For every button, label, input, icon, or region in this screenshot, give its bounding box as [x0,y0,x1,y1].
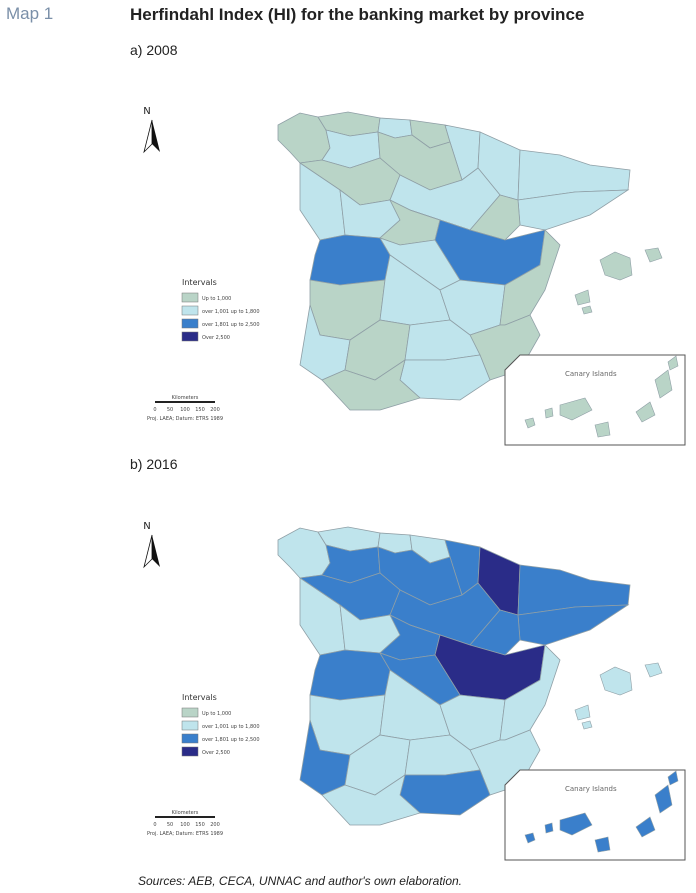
scale-bar-tick: 0 [153,822,156,828]
legend-title: Intervals [182,693,217,702]
north-arrow-icon-half [143,119,153,154]
region-canary-6 [667,355,679,371]
region-canary-3 [594,421,611,438]
region-balearic-1 [644,247,663,263]
region-balearic-2 [574,289,591,306]
region-balearic-3 [581,720,593,730]
sources-note: Sources: AEB, CECA, UNNAC and author's o… [138,874,462,888]
region-balearic-0 [599,666,633,696]
region-balearic-1 [644,662,663,678]
north-arrow-icon [152,535,160,567]
region-canary-4 [635,401,656,423]
region-balearic-3 [581,305,593,315]
scale-bar-tick: 100 [180,407,190,413]
legend-item-label: Over 2,500 [202,335,230,341]
region-caceres [309,649,391,701]
scale-bar-tick: 200 [210,407,220,413]
legend-swatch [181,733,199,744]
region-balearic-2 [574,704,591,721]
map-panel-2016: Canary Islands N Intervals Up to 1,000 over … [143,521,686,861]
legend-swatch [181,305,199,316]
legend-item-label: Over 2,500 [202,750,230,756]
legend-swatch [181,318,199,329]
legend-item-label: over 1,001 up to 1,800 [202,724,260,730]
scale-bar-tick: 50 [167,407,173,413]
legend-swatch [181,707,199,718]
region-canary-1 [544,407,554,419]
map-panel-2008: Canary Islands N Intervals Up to 1,000 over … [143,106,686,446]
scale-bar-tick: 150 [195,822,205,828]
legend-item-label: over 1,801 up to 2,500 [202,322,260,328]
legend-item-label: Up to 1,000 [202,296,231,302]
legend-item-label: Up to 1,000 [202,711,231,717]
north-arrow-icon [152,120,160,152]
region-canary-3 [594,836,611,853]
legend-title: Intervals [182,278,217,287]
projection-note: Proj. LAEA; Datum: ETRS 1989 [147,831,223,837]
legend-swatch [181,720,199,731]
region-cadiz_malaga [321,774,421,826]
scale-bar-tick: 200 [210,822,220,828]
region-canary-2 [559,397,593,421]
legend-swatch [181,292,199,303]
region-canary-0 [524,832,536,844]
scale-bar-tick: 0 [153,407,156,413]
projection-note: Proj. LAEA; Datum: ETRS 1989 [147,416,223,422]
region-canary-6 [667,770,679,786]
region-canary-0 [524,417,536,429]
region-canary-5 [654,784,673,814]
panel-label-2008: a) 2008 [130,42,178,58]
region-canary-2 [559,812,593,836]
north-arrow-icon-half [143,534,153,569]
canary-inset-label: Canary Islands [565,785,617,793]
canary-inset-frame [504,354,686,446]
canary-inset-frame [504,769,686,861]
region-balearic-0 [599,251,633,281]
scale-bar-unit: Kilometers [172,395,199,401]
map-title: Herfindahl Index (HI) for the banking ma… [130,5,585,24]
scale-bar-tick: 50 [167,822,173,828]
region-caceres [309,234,391,286]
region-canary-4 [635,816,656,838]
legend-swatch [181,331,199,342]
panel-label-2016: b) 2016 [130,456,178,472]
map-number-label: Map 1 [6,4,54,23]
north-arrow-letter: N [143,106,150,117]
legend-item-label: over 1,001 up to 1,800 [202,309,260,315]
scale-bar-unit: Kilometers [172,810,199,816]
legend-item-label: over 1,801 up to 2,500 [202,737,260,743]
region-cadiz_malaga [321,359,421,411]
scale-bar-tick: 150 [195,407,205,413]
region-canary-1 [544,822,554,834]
region-canary-5 [654,369,673,399]
scale-bar-tick: 100 [180,822,190,828]
north-arrow-letter: N [143,521,150,532]
canary-inset-label: Canary Islands [565,370,617,378]
legend-swatch [181,746,199,757]
